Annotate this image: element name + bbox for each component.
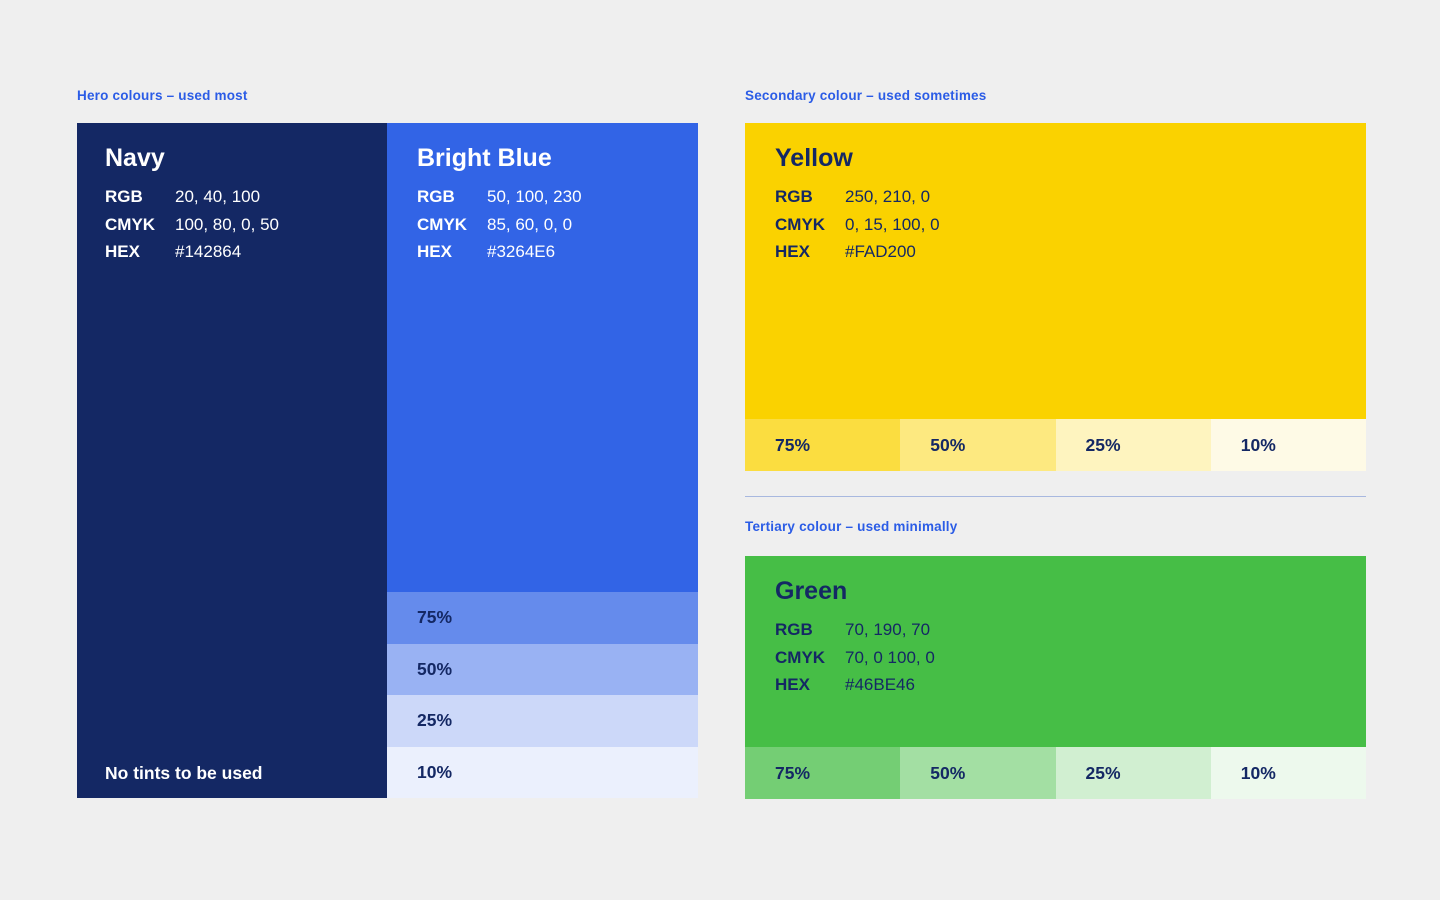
tint-label: 75%	[775, 762, 811, 783]
spec-value: 100, 80, 0, 50	[175, 214, 279, 234]
spec-value: 70, 190, 70	[845, 620, 931, 639]
spec-label: CMYK	[417, 214, 468, 234]
tint-swatch-10: 10%	[1210, 419, 1366, 471]
spec-label: HEX	[417, 242, 452, 261]
spec-label: RGB	[417, 187, 455, 206]
tint-swatch-50: 50%	[900, 419, 1056, 471]
section-divider	[745, 496, 1366, 497]
bright-blue-swatch-title: Bright Blue	[417, 144, 552, 172]
tint-label: 50%	[930, 762, 966, 783]
spec-label: RGB	[775, 187, 813, 206]
yellow-colour-specs: RGB 250, 210, 0 CMYK 0, 15, 100, 0 HEX #…	[775, 183, 1338, 266]
navy-colour-specs: RGB 20, 40, 100 CMYK 100, 80, 0, 50 HEX …	[105, 183, 359, 266]
spec-value: 70, 0 100, 0	[845, 647, 935, 667]
tint-label: 25%	[1085, 434, 1121, 455]
tint-swatch-75: 75%	[745, 419, 901, 471]
tint-swatch-25: 25%	[387, 695, 698, 747]
tint-label: 50%	[930, 434, 966, 455]
spec-label: CMYK	[775, 647, 826, 667]
navy-swatch-title: Navy	[105, 144, 165, 172]
spec-label: HEX	[105, 242, 140, 261]
tint-label: 25%	[1085, 762, 1121, 783]
tint-label: 10%	[417, 761, 453, 782]
tint-label: 50%	[417, 658, 453, 679]
green-colour-specs: RGB 70, 190, 70 CMYK 70, 0 100, 0 HEX #4…	[775, 616, 1338, 699]
spec-label: HEX	[775, 242, 810, 261]
bright-blue-swatch: Bright Blue RGB 50, 100, 230 CMYK 85, 60…	[387, 123, 698, 798]
green-swatch: Green RGB 70, 190, 70 CMYK 70, 0 100, 0 …	[745, 556, 1366, 799]
tint-swatch-75: 75%	[745, 747, 901, 799]
tint-label: 75%	[417, 607, 453, 628]
spec-label: HEX	[775, 675, 810, 694]
spec-label: CMYK	[775, 214, 826, 234]
tint-swatch-50: 50%	[900, 747, 1056, 799]
bright-blue-main-block: Bright Blue RGB 50, 100, 230 CMYK 85, 60…	[387, 123, 698, 592]
tertiary-section-heading: Tertiary colour – used minimally	[745, 519, 958, 534]
spec-value: 250, 210, 0	[845, 187, 931, 206]
tint-label: 75%	[775, 434, 811, 455]
secondary-section-heading: Secondary colour – used sometimes	[745, 88, 987, 103]
green-swatch-title: Green	[775, 577, 848, 605]
hero-section-heading: Hero colours – used most	[77, 88, 248, 103]
tint-swatch-75: 75%	[387, 592, 698, 644]
yellow-swatch-title: Yellow	[775, 144, 853, 172]
tint-swatch-10: 10%	[1210, 747, 1366, 799]
tint-swatch-25: 25%	[1055, 747, 1211, 799]
spec-value: #FAD200	[845, 242, 916, 261]
yellow-main-block: Yellow RGB 250, 210, 0 CMYK 0, 15, 100, …	[745, 123, 1366, 419]
tint-label: 10%	[1240, 762, 1276, 783]
spec-value: 20, 40, 100	[175, 187, 261, 206]
tint-label: 25%	[417, 710, 453, 731]
spec-value: 85, 60, 0, 0	[487, 214, 573, 234]
spec-value: #46BE46	[845, 675, 915, 694]
yellow-tint-strip: 75% 50% 25% 10%	[745, 419, 1366, 471]
spec-label: CMYK	[105, 214, 156, 234]
spec-value: 50, 100, 230	[487, 187, 582, 206]
tint-label: 10%	[1240, 434, 1276, 455]
navy-swatch: Navy RGB 20, 40, 100 CMYK 100, 80, 0, 50…	[77, 123, 387, 798]
no-tints-note: No tints to be used	[105, 763, 263, 783]
tint-swatch-25: 25%	[1055, 419, 1211, 471]
tint-swatch-10: 10%	[387, 746, 698, 798]
spec-value: #142864	[175, 242, 242, 261]
spec-value: 0, 15, 100, 0	[845, 214, 940, 234]
green-main-block: Green RGB 70, 190, 70 CMYK 70, 0 100, 0 …	[745, 556, 1366, 747]
tint-swatch-50: 50%	[387, 643, 698, 695]
bright-blue-colour-specs: RGB 50, 100, 230 CMYK 85, 60, 0, 0 HEX #…	[417, 183, 670, 266]
spec-label: RGB	[775, 620, 813, 639]
spec-label: RGB	[105, 187, 143, 206]
yellow-swatch: Yellow RGB 250, 210, 0 CMYK 0, 15, 100, …	[745, 123, 1366, 471]
hero-colours-panel: Navy RGB 20, 40, 100 CMYK 100, 80, 0, 50…	[77, 123, 698, 798]
spec-value: #3264E6	[487, 242, 556, 261]
green-tint-strip: 75% 50% 25% 10%	[745, 747, 1366, 799]
